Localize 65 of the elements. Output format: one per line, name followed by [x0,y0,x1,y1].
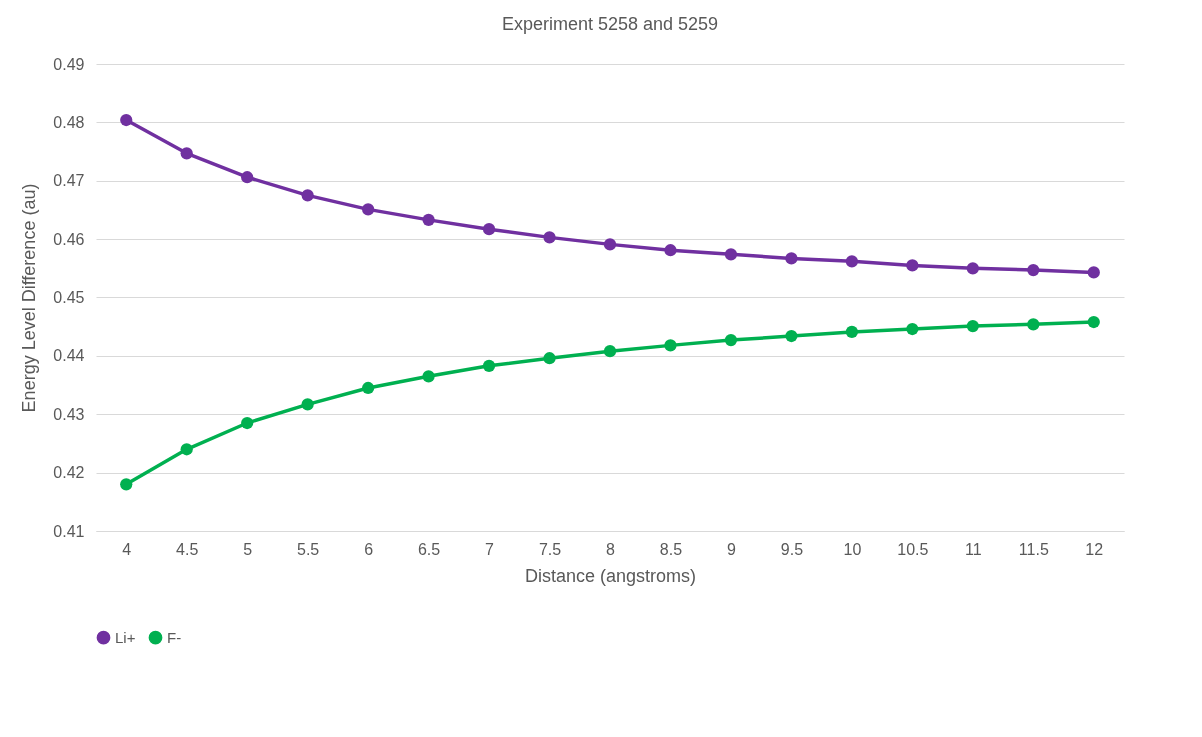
point [603,345,617,358]
point [1027,263,1040,277]
y-tick-label: 0.44 [53,347,85,365]
point [301,189,314,202]
x-tick-label: 5.5 [297,540,320,558]
x-tick-label: 11.5 [1018,540,1049,558]
point [1087,315,1100,329]
point [966,319,979,333]
x-tick-label: 11 [965,540,982,558]
point [785,252,798,265]
y-tick-label: 0.41 [53,522,85,540]
point [361,381,375,395]
point [664,244,677,257]
y-tick-label: 0.47 [53,172,85,190]
point [120,113,133,127]
y-tick-label: 0.49 [53,55,85,73]
legend-label: Li+ [115,628,136,646]
point [1027,318,1040,331]
point [966,262,979,275]
point [906,259,919,272]
point [482,223,496,236]
point [241,416,254,430]
x-tick-label: 7 [485,540,495,558]
point [664,339,677,352]
point [361,203,375,216]
point [906,322,919,336]
x-tick-label: 5 [243,540,253,558]
point [422,370,435,383]
y-tick-label: 0.48 [53,113,85,131]
x-tick-label: 8 [606,540,616,558]
point [241,171,254,184]
point [482,359,496,372]
x-tick-label: 6.5 [417,540,441,558]
point [724,334,738,347]
x-tick-label: 6 [364,540,374,558]
point [603,238,617,251]
point [845,325,859,339]
legend-label: F- [167,628,182,646]
x-tick-label: 8.5 [659,540,683,558]
point [845,255,859,268]
point [1087,266,1100,279]
point [120,478,133,491]
y-axis-title: Energy Level Difference (au) [19,183,40,413]
point [724,248,738,261]
point [785,329,798,343]
x-tick-label: 7.5 [538,540,562,558]
point [422,213,435,226]
point [543,352,556,365]
point [543,231,556,244]
x-tick-label: 4.5 [176,540,199,558]
x-tick-label: 10.5 [897,540,929,558]
point [180,443,193,456]
y-tick-label: 0.46 [53,230,85,248]
chart-title: Experiment 5258 and 5259 [501,14,719,34]
x-tick-label: 9 [726,540,736,558]
x-tick-label: 9.5 [780,540,804,558]
y-tick-label: 0.42 [53,464,85,482]
y-tick-label: 0.43 [53,405,85,423]
x-axis-title: Distance (angstroms) [524,565,697,586]
y-tick-label: 0.45 [53,289,85,306]
x-tick-label: 10 [843,540,862,558]
point [180,147,193,160]
x-tick-label: 12 [1085,540,1104,558]
x-tick-label: 4 [122,540,132,558]
point [301,398,314,411]
